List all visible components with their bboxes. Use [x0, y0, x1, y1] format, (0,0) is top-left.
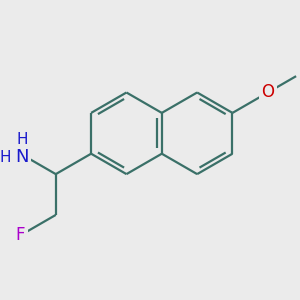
Text: H: H — [0, 150, 11, 165]
Text: N: N — [16, 148, 29, 166]
Text: H: H — [16, 132, 28, 147]
Text: F: F — [16, 226, 25, 244]
Text: O: O — [261, 83, 274, 101]
